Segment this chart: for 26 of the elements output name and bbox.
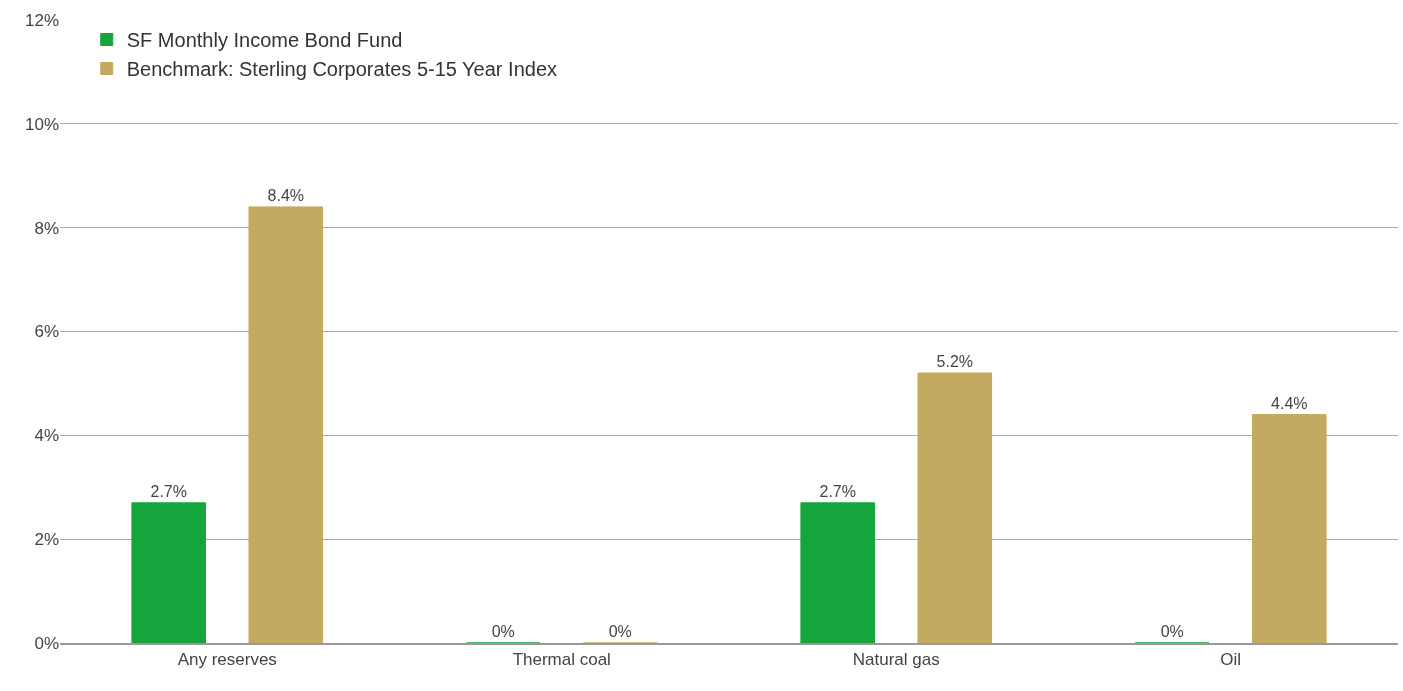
data-label: 5.2% [936, 353, 974, 371]
legend-label: Benchmark: Sterling Corporates 5-15 Year Index [126, 58, 558, 81]
y-tick-label: 8% [34, 218, 59, 238]
y-tick-label: 4% [34, 426, 59, 446]
data-label: 4.4% [1271, 394, 1308, 412]
data-label: 2.7% [150, 482, 187, 500]
bar [917, 372, 993, 643]
x-tick-label: Thermal coal [512, 650, 611, 670]
y-tick-label: 2% [34, 530, 59, 550]
bar [1251, 414, 1327, 643]
legend-label: SF Monthly Income Bond Fund [126, 29, 403, 52]
x-tick-label: Oil [1220, 650, 1242, 670]
y-tick-label: 6% [34, 322, 59, 342]
x-tick-label: Natural gas [852, 650, 940, 670]
bar [800, 502, 876, 643]
data-label: 2.7% [819, 482, 856, 500]
y-tick-label: 0% [34, 633, 59, 653]
x-tick-label: Any reserves [177, 650, 277, 670]
bar [131, 502, 207, 643]
y-tick-label: 10% [24, 114, 59, 134]
data-label: 0% [491, 623, 515, 640]
y-tick-label: 12% [24, 10, 59, 30]
bar [248, 206, 324, 643]
data-label: 8.4% [267, 186, 305, 204]
data-label: 0% [1160, 623, 1184, 640]
data-label: 0% [608, 623, 632, 640]
